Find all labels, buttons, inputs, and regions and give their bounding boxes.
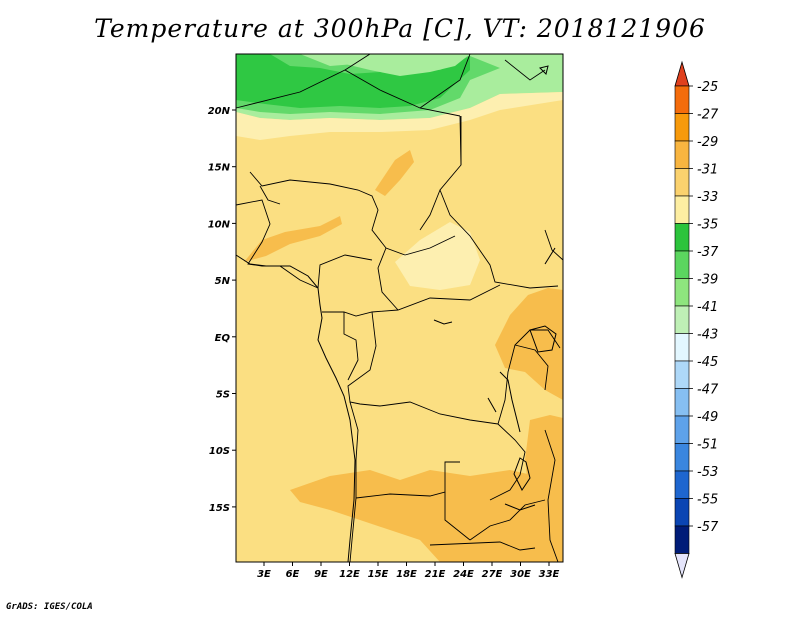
lon-tick-label: 6E <box>286 569 300 580</box>
colorbar-label: -39 <box>697 273 718 288</box>
lat-tick-label: 15S <box>209 503 230 514</box>
lon-tick-label: 15E <box>368 569 389 580</box>
coastlines-and-lakes <box>235 65 557 563</box>
colorbar-segment <box>674 498 690 527</box>
colorbar-label: -51 <box>697 438 718 453</box>
colorbar-label: -45 <box>697 355 718 370</box>
colorbar-segment <box>674 443 690 472</box>
latitude-axis: 20N 15N 10N 5N EQ 5S 10S 15S <box>208 106 236 514</box>
colorbar-label: -41 <box>697 300 718 315</box>
colorbar-label: -33 <box>697 190 718 205</box>
colorbar-segment <box>674 168 690 197</box>
cold-region-light-green-top <box>340 54 470 76</box>
colorbar-segment <box>674 360 690 389</box>
lat-tick-label: 5N <box>215 276 231 287</box>
lon-tick-label: 27E <box>482 569 503 580</box>
lon-tick-label: 24E <box>453 569 474 580</box>
grads-credit: GrADS: IGES/COLA <box>6 602 93 612</box>
colorbar-segment <box>674 305 690 334</box>
lon-tick-label: 33E <box>539 569 560 580</box>
lat-tick-label: 10N <box>208 219 231 230</box>
colorbar-label: -25 <box>697 80 718 95</box>
warm-patch-south <box>290 470 563 562</box>
lon-tick-label: 30E <box>510 569 531 580</box>
lon-tick-label: 12E <box>339 569 360 580</box>
colorbar-segment <box>674 333 690 362</box>
lon-tick-label: 9E <box>314 569 328 580</box>
colorbar-segment <box>674 195 690 224</box>
colorbar-label: -37 <box>697 245 719 260</box>
colorbar-top-arrow <box>674 60 690 87</box>
map-panel[interactable] <box>235 53 564 563</box>
longitude-axis: 3E 6E 9E 12E 15E 18E 21E 24E 27E 30E 33E <box>257 562 560 580</box>
band-pale-yellow-central <box>395 222 480 290</box>
lon-tick-label: 21E <box>425 569 446 580</box>
colorbar-segment <box>674 113 690 142</box>
colorbar-label: -31 <box>697 163 718 178</box>
colorbar-segment <box>674 388 690 417</box>
warm-patch-nw <box>375 150 414 196</box>
colorbar-label: -35 <box>697 218 718 233</box>
colorbar-label: -55 <box>697 493 718 508</box>
colorbar-label: -27 <box>697 108 719 123</box>
colorbar: -25 -27 -29 -31 -33 -35 -37 -39 -41 -43 -45 -47 -49 -… <box>674 60 719 579</box>
lon-tick-label: 3E <box>257 569 271 580</box>
colorbar-segment <box>674 525 690 554</box>
lat-tick-label: 15N <box>208 163 231 174</box>
warm-patch-west <box>244 216 342 262</box>
colorbar-segment <box>674 140 690 169</box>
colorbar-segment <box>674 470 690 499</box>
lon-tick-label: 18E <box>396 569 417 580</box>
lat-tick-label: EQ <box>215 333 231 344</box>
colorbar-segment <box>674 85 690 114</box>
colorbar-label: -53 <box>697 465 718 480</box>
colorbar-label: -29 <box>697 135 718 150</box>
colorbar-label: -43 <box>697 328 718 343</box>
lat-tick-label: 20N <box>208 106 231 117</box>
lat-tick-label: 5S <box>216 390 230 401</box>
colorbar-segment <box>674 415 690 444</box>
colorbar-label: -49 <box>697 410 718 425</box>
colorbar-segment <box>674 250 690 279</box>
map-frame <box>235 53 564 563</box>
lat-tick-label: 10S <box>209 446 230 457</box>
colorbar-label: -47 <box>697 383 719 398</box>
colorbar-bottom-arrow <box>674 553 690 579</box>
country-borders <box>235 53 564 563</box>
chart-title: Temperature at 300hPa [C], VT: 201812190… <box>94 14 706 43</box>
cold-region-dark-green <box>236 54 470 108</box>
warm-patch-east <box>495 288 563 400</box>
colorbar-label: -57 <box>697 520 719 535</box>
colorbar-segment <box>674 278 690 307</box>
band-pale-yellow-north <box>236 92 563 140</box>
colorbar-segment <box>674 223 690 252</box>
